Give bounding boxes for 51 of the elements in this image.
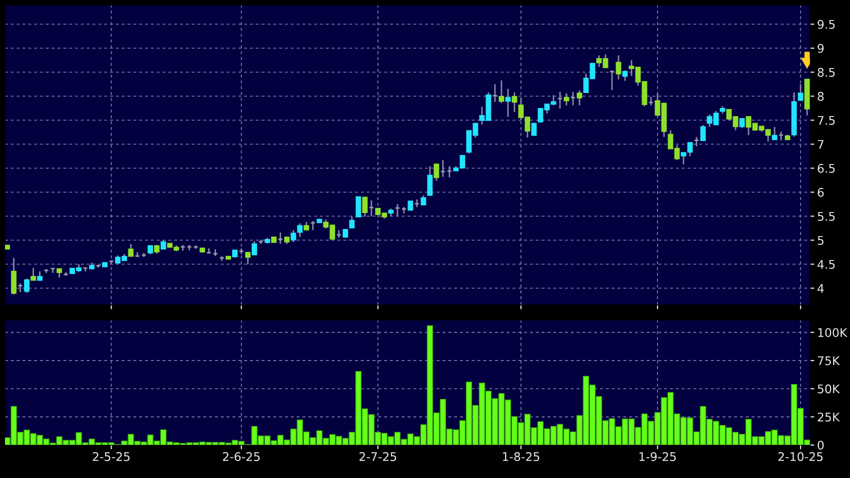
candlestick [576,90,582,106]
y-tick-label: 8 [818,92,824,101]
candlestick [739,118,745,129]
y-tick-label: 5 [818,236,824,245]
candlestick [128,243,134,257]
candlestick [798,84,804,102]
y-tick-label: 5.5 [818,212,835,221]
y-tick-label: 75K [818,356,840,366]
y-tick-label: 8.5 [818,68,835,77]
x-tick-label: 2-10-25 [778,452,823,462]
x-tick-label: 1-9-25 [640,452,676,462]
candlestick [148,244,154,255]
y-tick-label: 25K [818,412,840,422]
candlestick [408,200,414,211]
candlestick [616,54,622,80]
y-tick-label: 4 [818,284,824,293]
candlestick [512,92,518,113]
candlestick [362,196,368,218]
candlestick [531,122,537,137]
x-tick-label: 2-6-25 [222,452,260,462]
y-tick-label: 100K [818,328,848,338]
candlestick [434,164,440,182]
y-tick-label: 9.5 [818,20,835,29]
candlestick [564,92,570,106]
x-tick-label: 1-8-25 [502,452,540,462]
y-tick-label: 7.5 [818,116,835,125]
candlestick [245,251,251,265]
candlestick [420,194,426,206]
candlestick [24,278,30,294]
candlestick [498,80,504,104]
candlestick [772,126,778,140]
y-tick-label: 0 [818,440,824,450]
candlestick [356,196,362,218]
candlestick [427,166,433,197]
y-tick-label: 7 [818,140,824,149]
candlestick [700,124,706,142]
y-tick-label: 50K [818,384,840,394]
candlestick [297,222,303,238]
y-tick-label: 6.5 [818,164,835,173]
candlestick [505,88,511,118]
candlestick [11,257,16,296]
candlestick [622,70,628,82]
y-tick-label: 4.5 [818,260,835,269]
candlestick [290,229,296,243]
candlestick [30,267,36,281]
x-tick-label: 2-7-25 [359,452,396,462]
x-tick-label: 2-5-25 [92,452,130,462]
y-tick-label: 9 [818,44,824,53]
candlestick [349,216,355,228]
y-tick-label: 6 [818,188,824,197]
candlestick [252,240,258,256]
